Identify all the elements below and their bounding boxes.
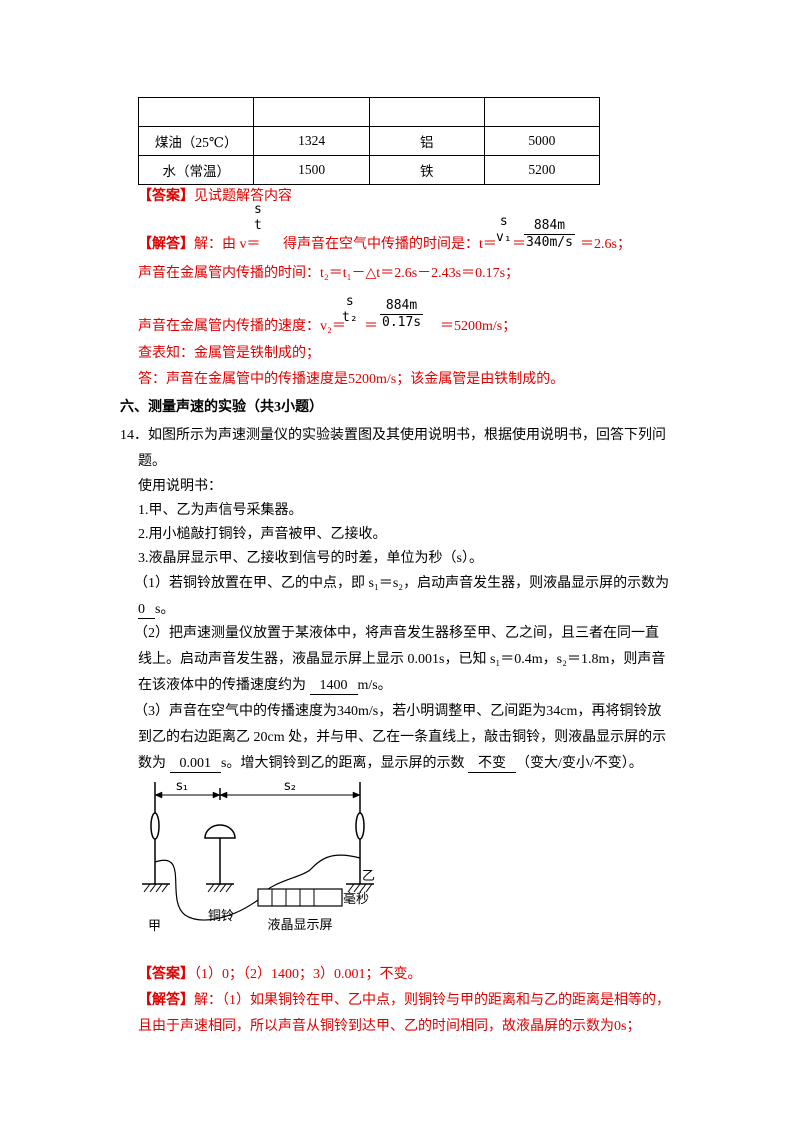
text: s。增大铜铃到乙的距离，显示屏的示数 <box>221 756 465 771</box>
label: 乙 <box>362 869 375 884</box>
label: s₂ <box>284 779 296 794</box>
text: ＝2.6s； <box>580 237 631 252</box>
numerator: s <box>345 294 354 309</box>
denominator: v₁ <box>496 230 512 245</box>
answer: 【答案】（1）0；（2）1400；3）0.001；不变。 <box>138 965 422 985</box>
denominator: t₂ <box>342 310 358 325</box>
fraction: 884m 340m/s <box>524 218 575 251</box>
text: （变大/变小/不变）。 <box>515 756 643 771</box>
fraction: s t₂ <box>340 294 360 326</box>
question-stem: 题。 <box>138 454 166 469</box>
fraction: 884m 0.17s <box>380 298 424 331</box>
question-stem: 14．如图所示为声速测量仪的实验装置图及其使用说明书，根据使用说明书，回答下列问 <box>120 428 666 443</box>
manual-item: 1.甲、乙为声信号采集器。 <box>138 503 303 518</box>
text: 在该液体中的传播速度约为 <box>138 678 306 693</box>
cell: 5000 <box>483 126 601 156</box>
question-part: 0 s。 <box>138 600 174 620</box>
label: 液晶显示屏 <box>267 918 332 933</box>
question-part: 数为 0.001 s。增大铜铃到乙的距离，显示屏的示数 不变 （变大/变小/不变）。 <box>138 754 643 774</box>
cell: 1500 <box>253 155 370 185</box>
manual-item: 2.用小槌敲打铜铃，声音被甲、乙接收。 <box>138 527 387 542</box>
label: s₁ <box>176 779 188 794</box>
text: s。 <box>155 602 175 617</box>
answer-blank: 1400 <box>309 678 358 695</box>
cell <box>368 97 485 127</box>
table-row: 水（常温） 1500 铁 5200 <box>137 155 601 185</box>
text: ＝ <box>364 319 378 334</box>
denominator: t <box>254 218 262 233</box>
cell: 1324 <box>253 126 370 156</box>
solution-line: 答：声音在金属管中的传播速度是5200m/s；该金属管是由铁制成的。 <box>138 372 565 387</box>
text: 声音在金属管内传播的速度：v₂＝ <box>138 319 346 334</box>
question-part: 线上。启动声音发生器，液晶显示屏上显示 0.001s，已知 s₁＝0.4m，s₂… <box>138 652 666 667</box>
numerator: s <box>499 214 508 229</box>
text: 得声音在空气中传播的时间是：t＝ <box>283 237 497 252</box>
answer: 【答案】见试题解答内容 <box>138 187 292 207</box>
question-part: 在该液体中的传播速度约为 1400 m/s。 <box>138 676 392 696</box>
text: 解：由 v＝ <box>194 237 261 252</box>
text: m/s。 <box>357 678 392 693</box>
text: （1）0；（2）1400；3）0.001；不变。 <box>194 967 422 982</box>
solution-line: 【解答】解：（1）如果铜铃在甲、乙中点，则铜铃与甲的距离和与乙的距离是相等的， <box>138 991 670 1011</box>
numerator: s <box>254 202 262 217</box>
text: 见试题解答内容 <box>194 189 292 204</box>
label: 【答案】 <box>138 189 194 204</box>
answer-blank: 0.001 <box>169 756 221 773</box>
text: ＝5200m/s； <box>440 319 517 334</box>
manual-item: 3.液晶屏显示甲、乙接收到信号的时差，单位为秒（s）。 <box>138 551 483 566</box>
label: 甲 <box>148 919 161 934</box>
solution-line: 声音在金属管内传播的时间：t₂＝t₁－△t＝2.6s－2.43s＝0.17s； <box>138 266 520 281</box>
label: 【解答】 <box>138 993 194 1008</box>
label: 【答案】 <box>138 967 194 982</box>
answer-blank: 0 <box>138 602 155 619</box>
question-part: （3）声音在空气中的传播速度为340m/s，若小明调整甲、乙间距为34cm，再将… <box>134 704 662 719</box>
question-part: 到乙的右边距离乙 20cm 处，并与甲、乙在一条直线上，敲击铜铃，则液晶显示屏的… <box>138 730 667 745</box>
label: 铜铃 <box>208 909 234 924</box>
table-row: 煤油（25℃） 1324 铝 5000 <box>137 126 601 156</box>
numerator: 884m <box>524 218 575 235</box>
manual-title: 使用说明书： <box>138 479 222 494</box>
text: 数为 <box>138 756 166 771</box>
question-part: （2）把声速测量仪放置于某液体中，将声音发生器移至甲、乙之间，且三者在同一直 <box>134 626 659 641</box>
cell: 铁 <box>368 155 485 185</box>
label: 毫秒 <box>343 891 369 907</box>
denominator: 340m/s <box>526 235 573 250</box>
numerator: 884m <box>380 298 424 315</box>
apparatus <box>142 782 374 921</box>
section-heading: 六、测量声速的实验（共3小题） <box>120 400 323 415</box>
solution-line: 查表知：金属管是铁制成的； <box>138 346 320 361</box>
data-table: 煤油（25℃） 1324 铝 5000 水（常温） 1500 铁 5200 <box>137 97 601 185</box>
label: 【解答】 <box>138 237 194 252</box>
text: 解：（1）如果铜铃在甲、乙中点，则铜铃与甲的距离和与乙的距离是相等的， <box>194 993 670 1008</box>
fraction: s v₁ <box>494 214 514 246</box>
answer-blank: 不变 <box>467 756 516 773</box>
cell: 水（常温） <box>137 155 255 185</box>
cell: 5200 <box>483 155 601 185</box>
solution-line: 【解答】解：由 v＝ <box>138 235 261 255</box>
denominator: 0.17s <box>382 315 422 330</box>
question-part: （1）若铜铃放置在甲、乙的中点，即 s₁＝s₂，启动声音发生器，则液晶显示屏的示… <box>134 576 670 591</box>
text: ＝ <box>512 237 526 252</box>
solution-line: 且由于声速相同，所以声音从铜铃到达甲、乙的时间相同，故液晶屏的示数为0s； <box>138 1019 641 1034</box>
